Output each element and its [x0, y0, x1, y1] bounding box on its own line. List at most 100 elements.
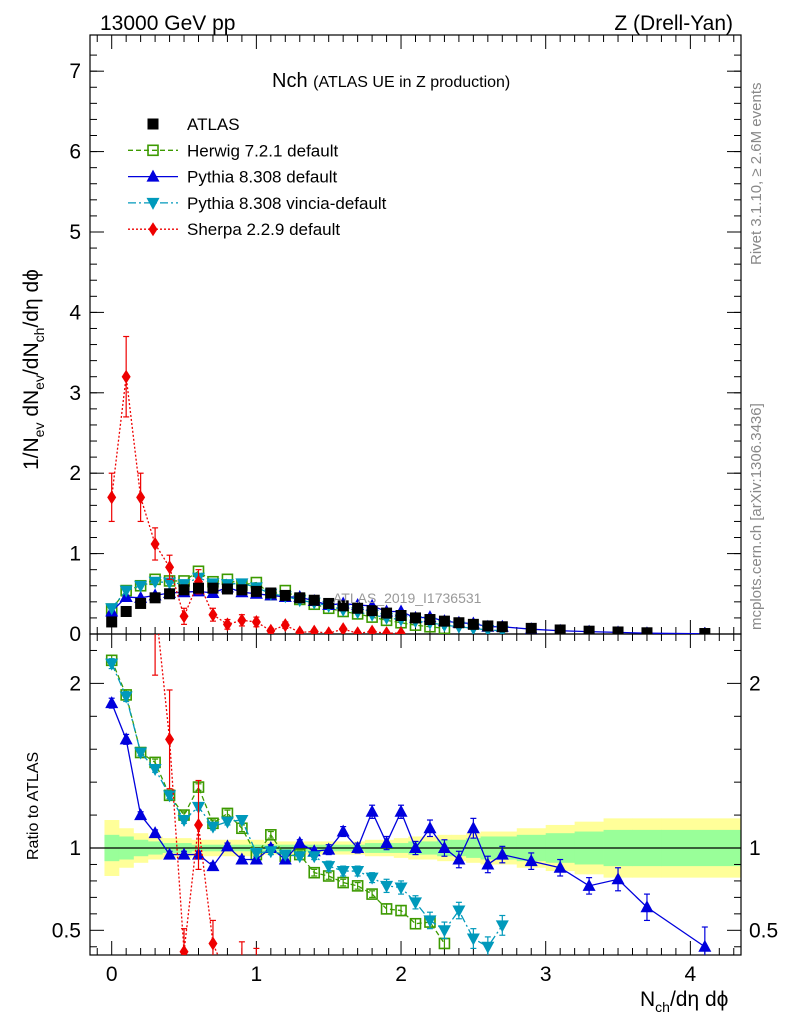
y-tick-label: 0: [69, 623, 81, 646]
ratio-point-vincia: [148, 763, 162, 776]
ratio-point-pythia: [582, 878, 596, 891]
ratio-point-vincia: [206, 821, 220, 834]
ratio-point-sherpa: [194, 817, 203, 832]
y-tick-label: 4: [69, 301, 81, 324]
ratio-point-pythia: [134, 808, 148, 821]
legend-label-sherpa: Sherpa 2.2.9 default: [187, 220, 340, 239]
main-point-atlas: [496, 621, 508, 633]
main-point-atlas: [178, 584, 190, 596]
legend-entry-atlas: ATLAS: [147, 115, 240, 134]
ratio-point-vincia: [481, 941, 495, 954]
legend-marker-vincia: [146, 197, 160, 210]
main-point-vincia: [134, 580, 148, 593]
main-point-sherpa: [150, 536, 160, 551]
main-point-atlas: [135, 597, 147, 609]
main-point-sherpa: [295, 625, 305, 634]
ratio-point-herwig: [265, 829, 277, 841]
x-tick-label: 0: [106, 963, 118, 986]
ratio-line-vincia: [111, 663, 503, 948]
ratio-line-sherpa: [157, 634, 219, 955]
ratio-point-vincia: [264, 846, 278, 859]
ratio-point-vincia: [119, 691, 133, 704]
ratio-point-pythia: [105, 696, 119, 709]
main-line-pythia: [111, 586, 705, 634]
main-point-atlas: [279, 589, 291, 601]
main-point-atlas: [207, 582, 219, 594]
ratio-point-vincia: [177, 815, 191, 828]
main-point-sherpa: [165, 560, 175, 575]
main-point-sherpa: [136, 490, 146, 505]
main-point-sherpa: [208, 607, 218, 622]
main-point-atlas: [337, 600, 349, 612]
main-point-atlas: [308, 594, 320, 606]
mcplots-reference-label: mcplots.cern.ch [arXiv:1306.3436]: [748, 403, 765, 630]
ratio-point-sherpa: [179, 944, 189, 955]
ratio-point-vincia: [278, 849, 292, 862]
plot-title-sub: (ATLAS UE in Z production): [313, 74, 510, 91]
ratio-point-herwig: [308, 866, 321, 879]
main-point-atlas: [294, 592, 306, 604]
ratio-point-vincia: [437, 925, 451, 938]
main-point-atlas: [612, 626, 624, 634]
legend-marker-herwig: [147, 144, 159, 157]
main-point-atlas: [265, 587, 277, 599]
legend-entry-sherpa: Sherpa 2.2.9 default: [128, 220, 340, 239]
ratio-series-pythia: [105, 696, 712, 955]
main-point-vincia: [119, 585, 133, 598]
ratio-point-vincia: [220, 816, 234, 829]
main-point-atlas: [583, 625, 595, 634]
main-point-vincia: [148, 576, 162, 589]
ratio-point-vincia: [336, 866, 350, 879]
x-tick-label: 1: [251, 963, 263, 986]
legend-label-vincia: Pythia 8.308 vincia-default: [187, 194, 387, 213]
ratio-point-sherpa: [208, 936, 218, 951]
main-point-atlas: [554, 624, 566, 634]
ratio-point-vincia: [409, 897, 422, 910]
ratio-series-sherpa: [152, 634, 260, 955]
main-point-atlas: [106, 616, 118, 628]
main-point-sherpa: [382, 626, 392, 634]
ratio-point-vincia: [423, 915, 437, 928]
main-point-atlas: [424, 614, 436, 626]
ratio-y-axis-label: Ratio to ATLAS: [25, 752, 42, 860]
main-point-atlas: [410, 612, 421, 624]
ratio-point-herwig: [409, 917, 422, 930]
ratio-point-herwig: [395, 904, 407, 917]
ratio-point-pythia: [423, 821, 437, 834]
y-tick-label: 6: [69, 141, 81, 164]
main-point-atlas: [323, 597, 335, 609]
ratio-line-pythia: [111, 702, 706, 948]
ratio-point-herwig: [366, 888, 378, 900]
main-point-atlas: [438, 615, 450, 627]
legend-label-herwig: Herwig 7.2.1 default: [187, 141, 338, 160]
y-tick-label: 2: [69, 462, 81, 485]
ratio-point-vincia: [394, 882, 408, 895]
ratio-point-pythia: [206, 859, 220, 872]
main-point-atlas: [120, 605, 132, 617]
main-point-vincia: [105, 603, 119, 616]
main-point-atlas: [221, 583, 233, 595]
main-line-sherpa: [111, 376, 402, 634]
main-point-sherpa: [324, 626, 334, 634]
y-tick-label: 1: [69, 837, 81, 860]
ratio-point-vincia: [105, 658, 119, 671]
legend-entry-pythia: Pythia 8.308 default: [128, 168, 338, 187]
ratio-point-pythia: [466, 821, 480, 834]
legend-label-pythia: Pythia 8.308 default: [187, 168, 338, 187]
y-tick-label-right: 0.5: [749, 919, 778, 942]
x-tick-label: 2: [395, 963, 407, 986]
plot-data: [90, 335, 741, 955]
legend-entry-vincia: Pythia 8.308 vincia-default: [128, 194, 387, 213]
legend-label-atlas: ATLAS: [187, 115, 240, 134]
main-point-atlas: [641, 627, 653, 634]
main-line-vincia: [111, 577, 503, 632]
ratio-point-herwig: [351, 880, 364, 892]
ratio-point-vincia: [307, 851, 321, 864]
ratio-point-vincia: [249, 847, 263, 860]
main-point-sherpa: [222, 617, 232, 632]
main-point-atlas: [467, 618, 479, 630]
ratio-point-pythia: [524, 854, 538, 867]
ratio-point-pythia: [553, 860, 567, 873]
ratio-point-pythia: [611, 872, 625, 885]
